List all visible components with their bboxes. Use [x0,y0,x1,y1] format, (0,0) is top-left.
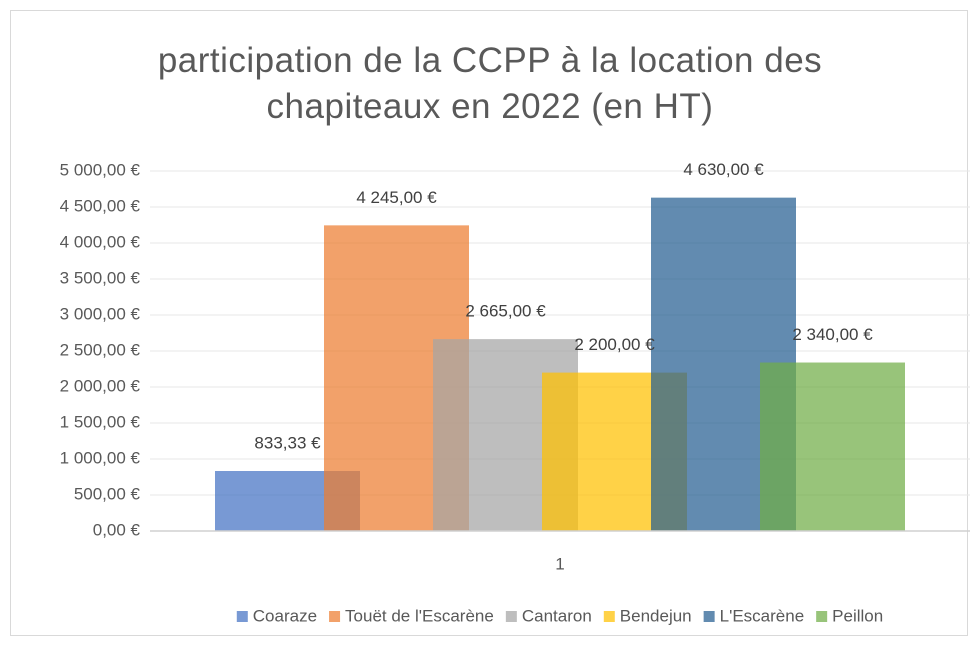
x-tick-label: 1 [555,554,564,573]
y-tick-label: 3 000,00 € [60,304,141,323]
legend-label: Bendejun [620,606,692,625]
legend-swatch [703,611,715,622]
y-tick-label: 1 500,00 € [60,412,141,431]
legend-swatch [329,611,341,622]
legend-swatch [603,611,615,622]
legend-label: Touët de l'Escarène [345,606,494,625]
y-tick-label: 500,00 € [74,484,141,503]
y-tick-label: 1 000,00 € [60,448,141,467]
y-tick-label: 2 500,00 € [60,340,141,359]
y-tick-label: 4 000,00 € [60,232,141,251]
data-label: 2 340,00 € [792,325,873,344]
y-tick-label: 4 500,00 € [60,196,141,215]
y-tick-label: 3 500,00 € [60,268,141,287]
legend-label: Coaraze [253,606,317,625]
legend-swatch [236,611,248,622]
data-label: 4 245,00 € [356,188,437,207]
y-tick-label: 0,00 € [93,520,141,539]
legend-label: Peillon [832,606,883,625]
chart-title: participation de la CCPP à la location d… [157,41,823,126]
y-tick-label: 5 000,00 € [60,160,141,179]
data-label: 833,33 € [254,433,321,452]
legend-swatch [816,611,828,622]
chart-border [10,10,968,636]
y-tick-label: 2 000,00 € [60,376,141,395]
legend-label: L'Escarène [720,606,805,625]
data-label: 4 630,00 € [683,160,764,179]
data-label: 2 200,00 € [574,335,655,354]
legend-swatch [505,611,517,622]
bar [760,362,905,531]
legend-label: Cantaron [522,606,592,625]
data-label: 2 665,00 € [465,302,546,321]
